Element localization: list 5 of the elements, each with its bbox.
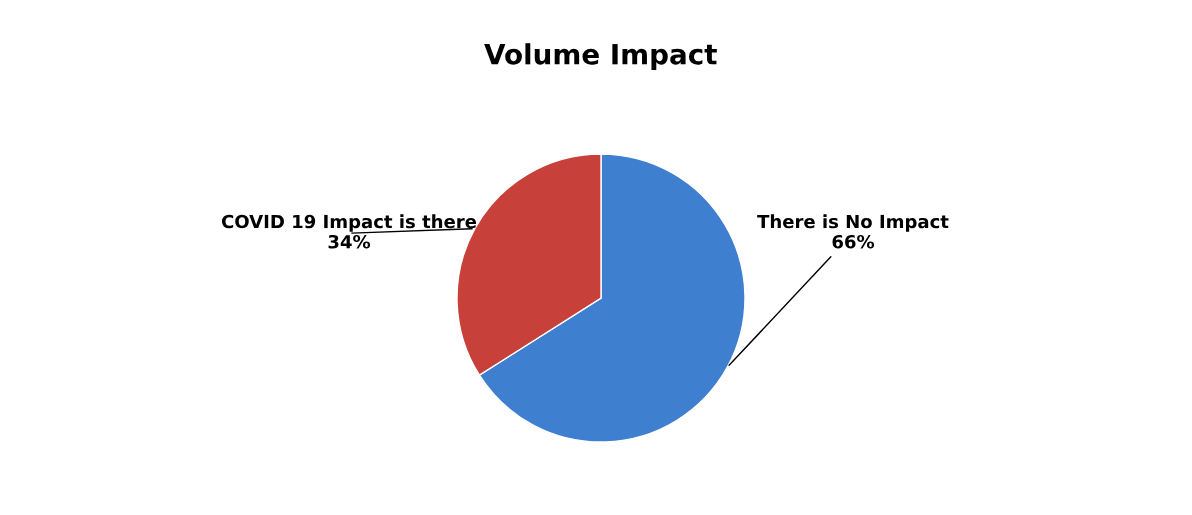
- data-label: 34%: [328, 234, 371, 249]
- slice-label: COVID 19 Impact is there: [221, 214, 477, 232]
- slice-label: There is No Impact: [757, 214, 949, 232]
- chart-title: Volume Impact: [484, 43, 717, 71]
- data-label: 66%: [832, 234, 875, 249]
